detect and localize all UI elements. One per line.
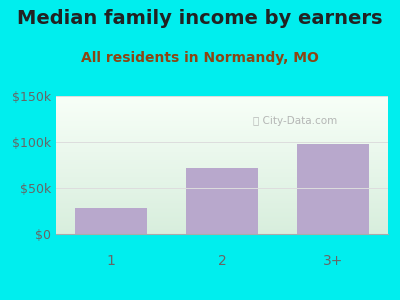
Text: 1: 1 (107, 254, 116, 268)
Text: Median family income by earners: Median family income by earners (17, 9, 383, 28)
Text: 3+: 3+ (322, 254, 343, 268)
Text: 2: 2 (218, 254, 226, 268)
Bar (75, 208, 147, 234)
Text: ⓘ City-Data.com: ⓘ City-Data.com (253, 116, 337, 126)
Bar (186, 168, 258, 234)
Bar (297, 144, 369, 234)
Text: All residents in Normandy, MO: All residents in Normandy, MO (81, 51, 319, 65)
